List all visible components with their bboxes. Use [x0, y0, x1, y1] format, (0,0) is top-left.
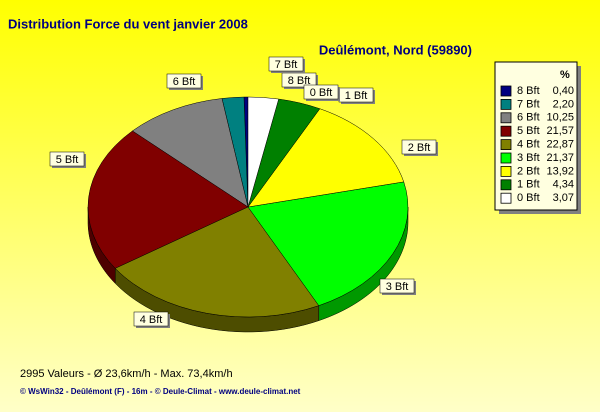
- chart-title: Distribution Force du vent janvier 2008: [8, 16, 248, 31]
- legend-swatch: [500, 192, 512, 204]
- slice-label: 2 Bft: [408, 142, 431, 154]
- label-box: [166, 73, 202, 89]
- legend-swatch: [500, 139, 512, 151]
- legend-label: 5 Bft: [517, 125, 540, 137]
- slice: [247, 108, 405, 208]
- credit: © WsWin32 - Deûlémont (F) - 16m - © Deul…: [20, 387, 301, 396]
- legend-label: 8 Bft: [517, 85, 540, 97]
- legend-label: 4 Bft: [517, 139, 540, 151]
- slice: [131, 98, 249, 208]
- pie: [87, 96, 409, 333]
- label-box: [133, 311, 169, 327]
- legend-label: 0 Bft: [517, 192, 540, 204]
- slice-label: 3 Bft: [386, 281, 409, 293]
- slice-label: 1 Bft: [345, 90, 368, 102]
- legend-swatch: [500, 112, 512, 124]
- slice: [247, 181, 409, 306]
- label-box: [401, 139, 437, 155]
- slice-label: 8 Bft: [288, 75, 311, 87]
- legend-value: 10,25: [546, 112, 574, 124]
- legend-swatch: [500, 99, 512, 110]
- label-box: [49, 151, 85, 167]
- chart-subtitle: Deûlémont, Nord (59890): [319, 42, 472, 57]
- legend-value: 22,87: [546, 139, 574, 151]
- label-box: [268, 56, 304, 72]
- slice-label: 0 Bft: [310, 87, 333, 99]
- slice-label: 6 Bft: [173, 76, 196, 88]
- legend-header: %: [560, 69, 570, 81]
- legend-value: 0,40: [553, 85, 574, 97]
- legend-swatch: [500, 179, 512, 191]
- legend-value: 2,20: [553, 98, 574, 110]
- slice-label: 5 Bft: [56, 154, 79, 166]
- slice: [114, 206, 320, 318]
- legend-value: 4,34: [553, 179, 574, 191]
- legend-label: 1 Bft: [517, 179, 540, 191]
- legend-label: 7 Bft: [517, 98, 540, 110]
- legend-value: 3,07: [553, 192, 574, 204]
- slice-label: 4 Bft: [140, 314, 163, 326]
- legend-value: 13,92: [546, 165, 574, 177]
- legend-swatch: [500, 125, 512, 137]
- label-box: [303, 84, 339, 100]
- slice-label: 7 Bft: [275, 59, 298, 71]
- legend-swatch: [500, 152, 512, 164]
- pie-tops: [87, 96, 409, 318]
- legend-value: 21,37: [546, 152, 574, 164]
- slice: [87, 130, 249, 269]
- legend-swatch: [500, 165, 512, 177]
- legend-swatch: [500, 85, 512, 97]
- slice: [247, 96, 279, 208]
- legend-label: 3 Bft: [517, 152, 540, 164]
- legend-value: 21,57: [546, 125, 574, 137]
- legend-label: 6 Bft: [517, 112, 540, 124]
- footer: 2995 Valeurs - Ø 23,6km/h - Max. 73,4km/…: [20, 368, 233, 380]
- label-box: [379, 278, 415, 294]
- legend-label: 2 Bft: [517, 165, 540, 177]
